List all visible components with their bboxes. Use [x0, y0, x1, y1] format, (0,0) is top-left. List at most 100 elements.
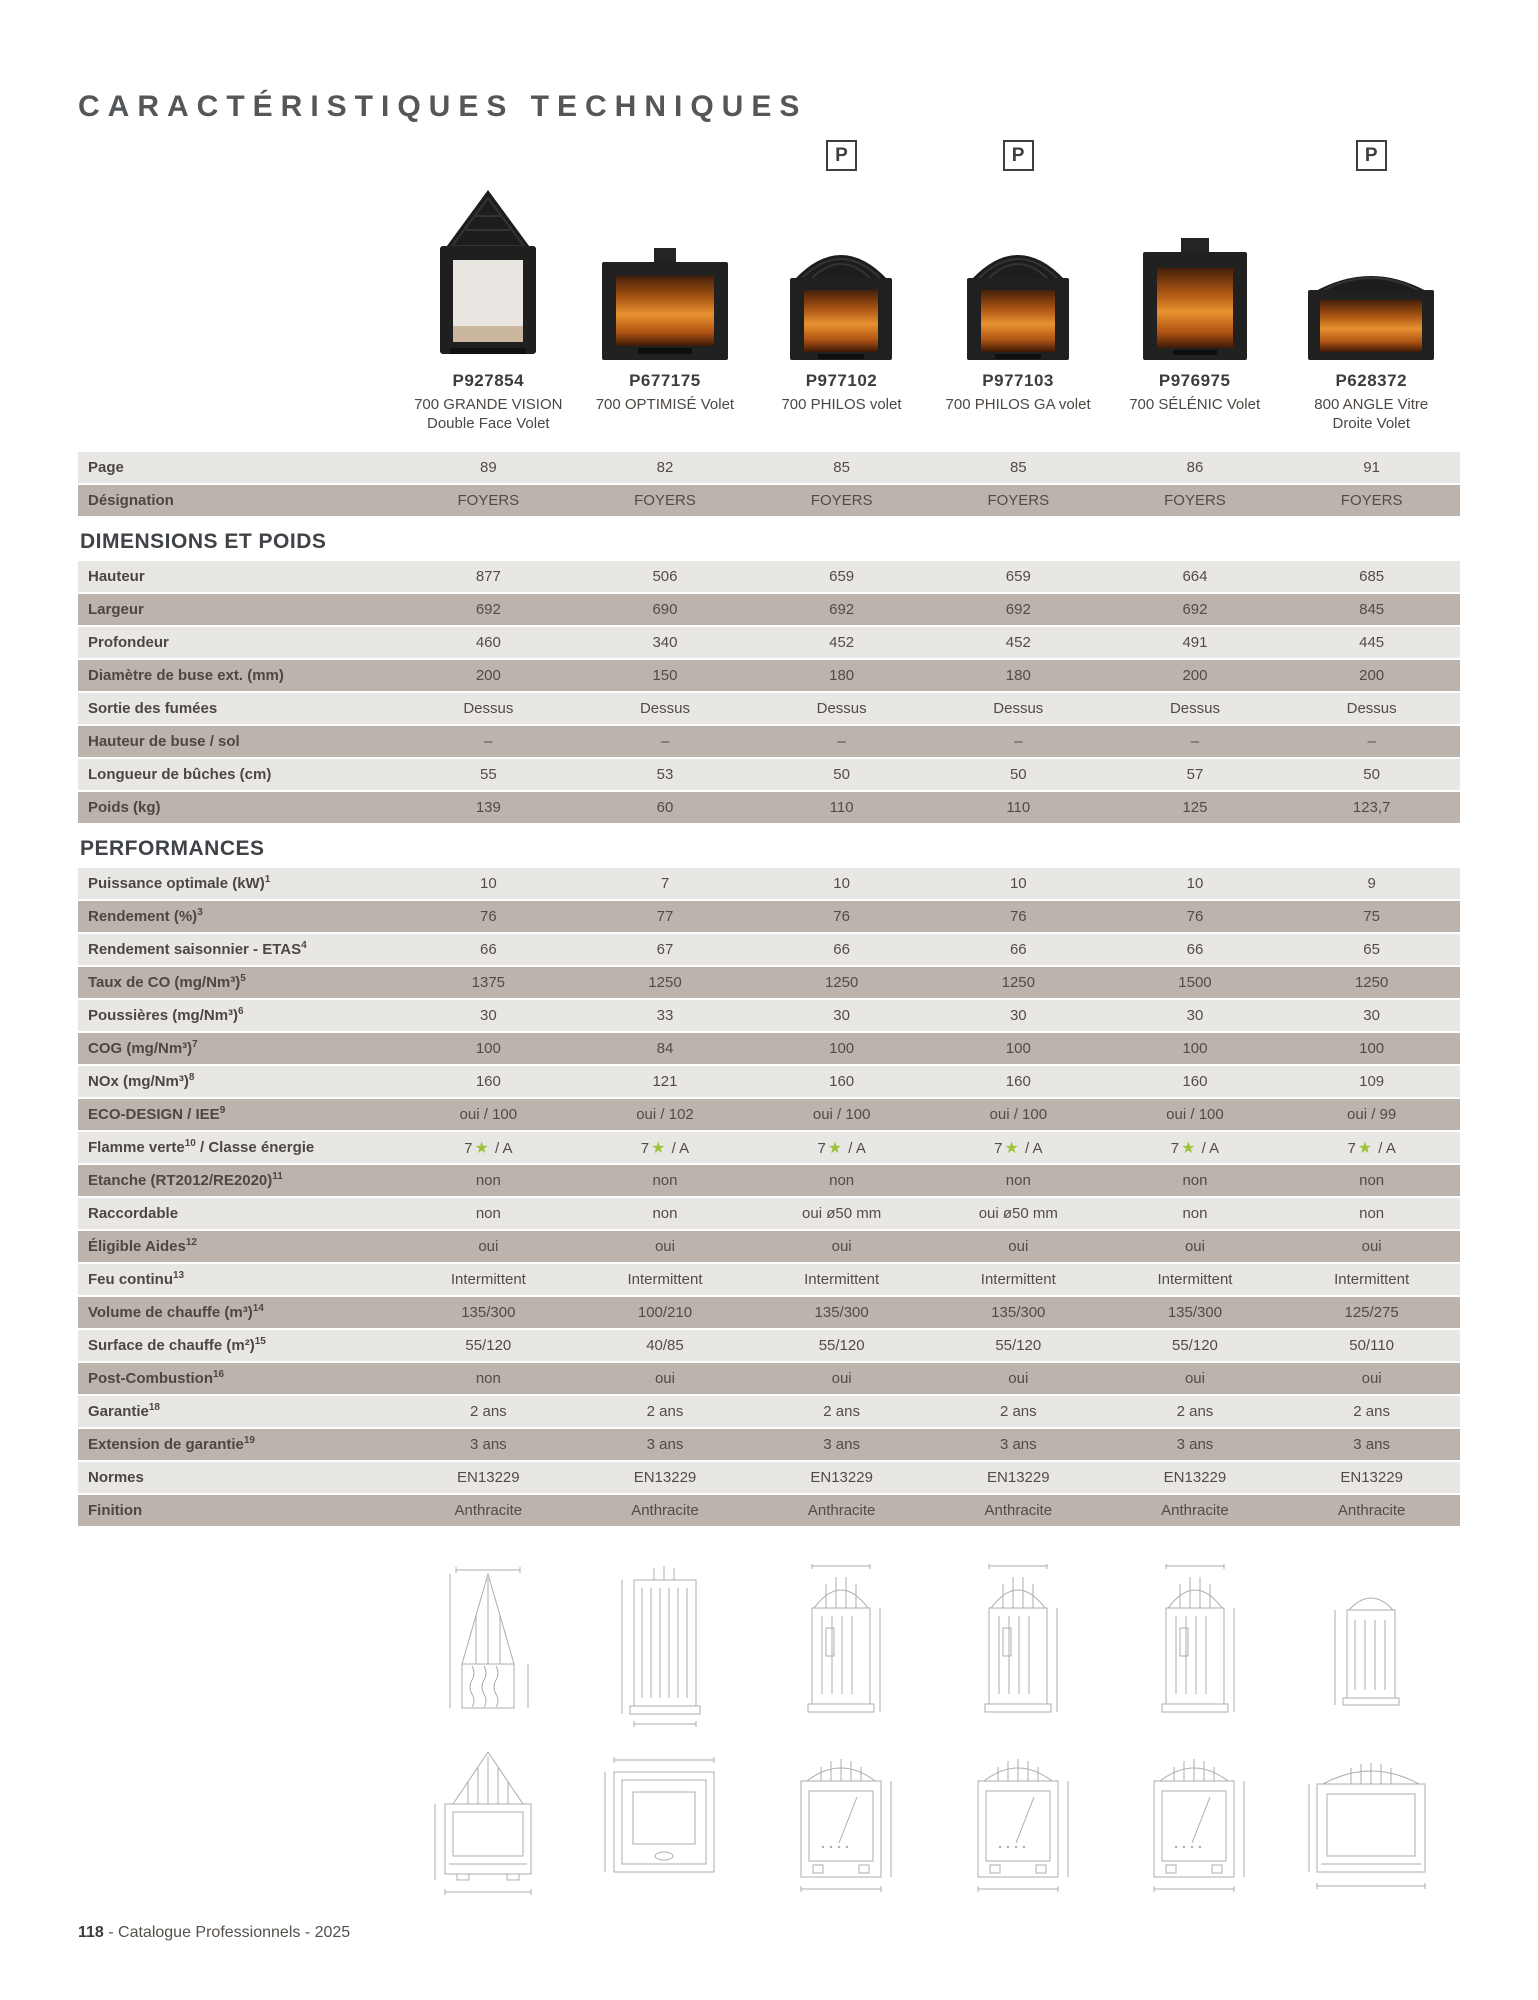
product-column: P P977103 700 PHILOS GA volet	[930, 138, 1107, 457]
table-row: COG (mg/Nm³)7 100 84 100 100 100 100	[78, 1033, 1460, 1064]
footer: 118 - Catalogue Professionnels - 2025	[78, 1924, 350, 1942]
table-row: Diamètre de buse ext. (mm) 200 150 180 180 20…	[78, 660, 1460, 691]
spec-value: –	[753, 726, 930, 757]
table-row: Sortie des fumées Dessus Dessus Dessus Dessu…	[78, 693, 1460, 724]
technical-drawing-front	[753, 1738, 930, 1916]
spec-value: 100	[753, 1033, 930, 1064]
spec-value: 877	[400, 561, 577, 592]
footer-page-number: 118	[78, 1924, 104, 1941]
table-row: Hauteur de buse / sol – – – – – –	[78, 726, 1460, 757]
spec-value: non	[576, 1198, 754, 1229]
table-row: Normes EN13229 EN13229 EN13229 EN13229 EN1322…	[78, 1462, 1460, 1493]
spec-value: 452	[929, 627, 1107, 658]
product-photo	[598, 182, 732, 364]
product-photo	[1137, 182, 1253, 364]
spec-value: Anthracite	[753, 1495, 930, 1526]
spec-value: 200	[1106, 660, 1284, 691]
spec-value: oui / 100	[929, 1099, 1107, 1130]
section-heading: PERFORMANCES	[78, 825, 1460, 866]
footnote-number: 18	[148, 1402, 160, 1413]
spec-value: 692	[1106, 594, 1284, 625]
spec-value: Dessus	[753, 693, 930, 724]
technical-drawing-side	[930, 1560, 1107, 1738]
spec-value: Dessus	[1106, 693, 1284, 724]
spec-value: 340	[576, 627, 754, 658]
spec-value: 7 ★ / A	[400, 1132, 577, 1163]
spec-value: 506	[576, 561, 754, 592]
spec-value: 40/85	[576, 1330, 754, 1361]
spec-value: non	[929, 1165, 1107, 1196]
spec-value: 55/120	[400, 1330, 577, 1361]
spec-value: 180	[929, 660, 1107, 691]
product-header-row: P927854 700 GRANDE VISION Double Face Vol…	[400, 138, 1460, 457]
spec-value: 7 ★ / A	[929, 1132, 1107, 1163]
row-label: Rendement saisonnier - ETAS4	[78, 934, 400, 965]
spec-value: 692	[929, 594, 1107, 625]
spec-value: –	[1283, 726, 1460, 757]
spec-value: 7	[576, 868, 754, 899]
section-heading-row: PERFORMANCES	[78, 825, 1460, 866]
technical-drawing-side	[577, 1560, 754, 1738]
table-row: Post-Combustion16 non oui oui oui oui oui	[78, 1363, 1460, 1394]
spec-value: Intermittent	[1106, 1264, 1284, 1295]
technical-drawing-side	[1283, 1560, 1460, 1738]
row-label: Poussières (mg/Nm³)6	[78, 1000, 400, 1031]
spec-value: EN13229	[576, 1462, 754, 1493]
spec-value: oui	[1283, 1363, 1460, 1394]
spec-value: 91	[1283, 452, 1460, 483]
spec-value: 3 ans	[753, 1429, 930, 1460]
product-photo	[780, 182, 902, 364]
spec-value: 100	[1283, 1033, 1460, 1064]
table-row: Longueur de bûches (cm) 55 53 50 50 57 50	[78, 759, 1460, 790]
p-badge: P	[1002, 140, 1034, 171]
footnote-number: 1	[264, 874, 271, 885]
table-row: Poussières (mg/Nm³)6 30 33 30 30 30 30	[78, 1000, 1460, 1031]
spec-value: FOYERS	[1106, 485, 1284, 516]
spec-value: 121	[576, 1066, 754, 1097]
spec-value: 50	[753, 759, 930, 790]
table-row: Raccordable non non oui ø50 mm oui ø50 mm non…	[78, 1198, 1460, 1229]
spec-value: non	[1106, 1165, 1284, 1196]
spec-value: 685	[1283, 561, 1460, 592]
spec-value: 53	[576, 759, 754, 790]
product-photo	[1302, 182, 1440, 364]
product-column: P P628372 800 ANGLE Vitre Droite Volet	[1283, 138, 1460, 457]
technical-drawing-front	[1106, 1738, 1283, 1916]
table-row: Éligible Aides12 oui oui oui oui oui oui	[78, 1231, 1460, 1262]
spec-value: 692	[400, 594, 577, 625]
footnote-number: 13	[173, 1270, 185, 1281]
spec-value: 9	[1283, 868, 1460, 899]
spec-value: 30	[1106, 1000, 1284, 1031]
spec-value: 7 ★ / A	[753, 1132, 930, 1163]
spec-value: oui / 100	[753, 1099, 930, 1130]
spec-value: Anthracite	[576, 1495, 754, 1526]
spec-value: non	[400, 1363, 577, 1394]
spec-value: oui / 99	[1283, 1099, 1460, 1130]
spec-value: oui	[929, 1231, 1107, 1262]
footnote-number: 6	[238, 1006, 244, 1017]
spec-value: Anthracite	[1283, 1495, 1460, 1526]
product-name: 800 ANGLE Vitre Droite Volet	[1314, 396, 1429, 432]
product-name: 700 PHILOS volet	[781, 396, 902, 413]
spec-value: 33	[576, 1000, 754, 1031]
spec-value: non	[1283, 1165, 1460, 1196]
row-label: Volume de chauffe (m³)14	[78, 1297, 400, 1328]
table-row: Etanche (RT2012/RE2020)11 non non non non non…	[78, 1165, 1460, 1196]
spec-value: 57	[1106, 759, 1284, 790]
spec-value: 123,7	[1283, 792, 1460, 823]
table-row: Surface de chauffe (m²)15 55/120 40/85 55/1…	[78, 1330, 1460, 1361]
green-star-icon: ★	[827, 1139, 843, 1157]
spec-value: 50/110	[1283, 1330, 1460, 1361]
spec-value: 659	[929, 561, 1107, 592]
spec-value: 135/300	[400, 1297, 577, 1328]
spec-value: 1250	[576, 967, 754, 998]
row-label: ECO-DESIGN / IEE9	[78, 1099, 400, 1130]
spec-value: non	[753, 1165, 930, 1196]
table-row: Rendement saisonnier - ETAS4 66 67 66 66 66 65	[78, 934, 1460, 965]
spec-value: 55	[400, 759, 577, 790]
spec-value: –	[400, 726, 577, 757]
green-star-icon: ★	[1357, 1139, 1373, 1157]
row-label: Normes	[78, 1462, 400, 1493]
spec-value: 1375	[400, 967, 577, 998]
spec-value: 55/120	[929, 1330, 1107, 1361]
